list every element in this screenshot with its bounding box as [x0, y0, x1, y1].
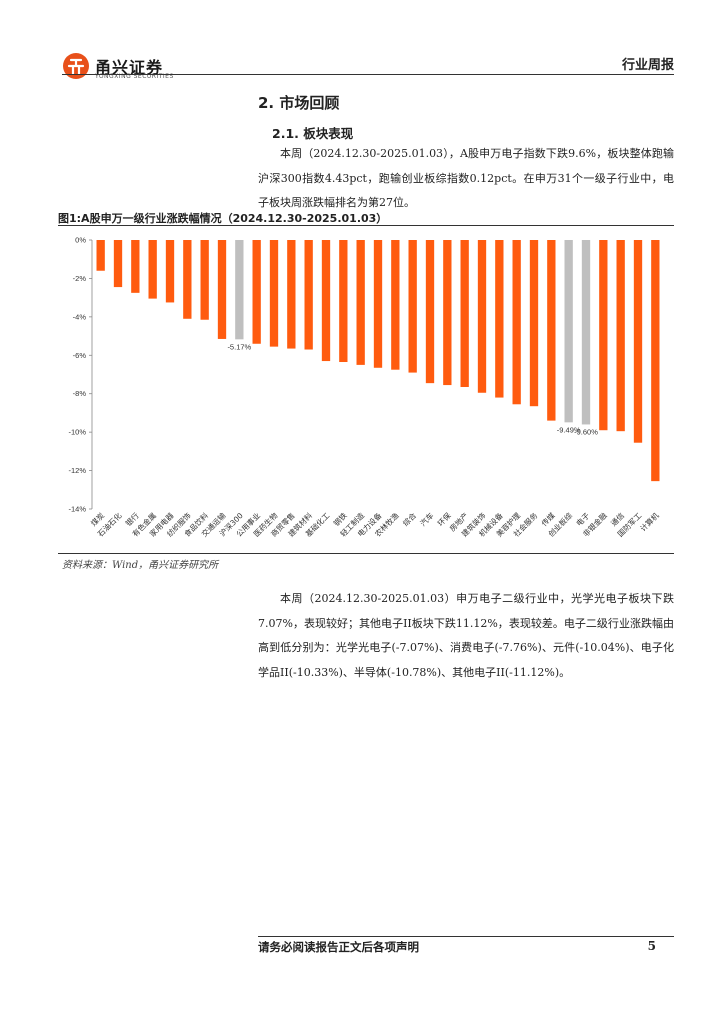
paragraph-subsector-performance: 本周（2024.12.30-2025.01.03）申万电子二级行业中，光学光电子… — [258, 592, 674, 679]
bar-13 — [304, 240, 313, 350]
x-tick-label: 综合 — [400, 510, 418, 528]
bar-20 — [425, 240, 435, 384]
bar-11 — [269, 240, 279, 347]
logo-emblem-icon — [63, 53, 89, 79]
subsection-title: 2.1. 板块表现 — [272, 126, 354, 141]
footer-disclaimer: 请务必阅读报告正文后各项声明 — [258, 940, 419, 954]
bar-29 — [581, 240, 591, 425]
bar-8 — [217, 240, 227, 339]
bar-23 — [477, 240, 487, 393]
bar-22 — [460, 240, 469, 387]
bar-1 — [96, 240, 105, 271]
bar-24 — [495, 240, 504, 398]
figure-source: 资料来源：Wind，甬兴证券研究所 — [62, 560, 219, 571]
figure-bottom-divider — [58, 553, 674, 554]
y-tick-label: -14% — [68, 505, 86, 514]
bar-6 — [183, 240, 192, 319]
bar-4 — [148, 240, 157, 299]
y-tick-label: -12% — [68, 466, 86, 475]
bar-16 — [356, 240, 365, 365]
y-tick-label: -4% — [73, 312, 87, 321]
page-number: 5 — [647, 939, 656, 953]
bar-21 — [443, 240, 452, 386]
bar-5 — [165, 240, 175, 303]
bar-14 — [321, 240, 331, 362]
bar-31 — [616, 240, 625, 432]
x-tick-label: 计算机 — [638, 510, 661, 533]
bar-25 — [512, 240, 521, 405]
bar-32 — [633, 240, 643, 443]
figure-title: 图1:A股申万一级行业涨跌幅情况（2024.12.30-2025.01.03） — [58, 212, 388, 225]
company-name-cn: 甬兴证券 — [95, 58, 164, 77]
data-label: -5.17% — [227, 342, 251, 351]
bar-3 — [131, 240, 140, 293]
bar-18 — [391, 240, 400, 370]
company-name-en: YONGXING SECURITIES — [95, 73, 174, 80]
bar-9 — [235, 240, 244, 340]
header-divider — [62, 74, 674, 75]
figure-top-divider — [58, 225, 674, 226]
paragraph-sector-performance: 本周（2024.12.30-2025.01.03），A股申万电子指数下跌9.6%… — [258, 147, 674, 209]
bar-33 — [651, 240, 660, 482]
y-tick-label: -8% — [73, 389, 87, 398]
y-tick-label: -10% — [68, 428, 86, 437]
data-label: -9.49% — [557, 425, 581, 434]
bar-30 — [599, 240, 608, 431]
bar-19 — [408, 240, 417, 373]
bar-15 — [339, 240, 348, 363]
footer-divider — [258, 936, 674, 937]
bar-7 — [200, 240, 209, 320]
x-tick-label: 汽车 — [418, 510, 436, 528]
company-logo: 甬兴证券 YONGXING SECURITIES — [62, 52, 182, 82]
section-title: 2. 市场回顾 — [258, 94, 340, 112]
bar-10 — [252, 240, 261, 344]
bar-17 — [373, 240, 383, 368]
bar-2 — [113, 240, 123, 288]
bar-26 — [529, 240, 539, 407]
y-tick-label: 0% — [75, 236, 86, 245]
y-tick-label: -6% — [73, 351, 87, 360]
bar-28 — [564, 240, 573, 423]
bar-12 — [287, 240, 296, 349]
report-type: 行业周报 — [621, 58, 674, 73]
bar-27 — [547, 240, 556, 421]
y-tick-label: -2% — [73, 274, 87, 283]
data-label: -9.60% — [574, 427, 598, 436]
